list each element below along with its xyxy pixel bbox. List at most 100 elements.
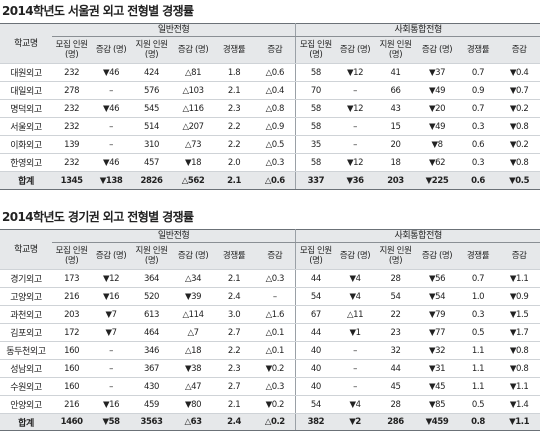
table-cell: △7 bbox=[172, 323, 214, 342]
table-cell: 160 bbox=[51, 359, 92, 378]
table-cell: 35 bbox=[295, 135, 336, 154]
table-cell: 28 bbox=[374, 395, 417, 414]
table-cell: 232 bbox=[51, 153, 92, 172]
school-name-cell: 고양외고 bbox=[0, 287, 52, 306]
table-cell: 216 bbox=[51, 287, 92, 306]
table-cell: ▼1.1 bbox=[498, 377, 540, 396]
table-cell: 2.1 bbox=[213, 171, 255, 190]
table-cell: 1.1 bbox=[457, 377, 499, 396]
table-cell: – bbox=[335, 359, 375, 378]
column-header: 경쟁률 bbox=[457, 36, 499, 64]
table-cell: ▼16 bbox=[91, 287, 131, 306]
school-name-cell: 안양외고 bbox=[0, 395, 52, 414]
table-cell: △116 bbox=[172, 99, 214, 118]
table-cell: 58 bbox=[295, 153, 336, 172]
column-header: 모집 인원(명) bbox=[295, 36, 336, 64]
table-cell: 1.8 bbox=[213, 63, 255, 82]
school-name-cell: 대일외고 bbox=[0, 81, 52, 100]
table-cell: ▼0.9 bbox=[498, 287, 540, 306]
table-row: 경기외고 173 ▼12 364 △34 2.1 △0.3 44 ▼4 28 ▼56 0.7 ▼1.1 bbox=[0, 269, 540, 288]
table-cell: 2.4 bbox=[213, 413, 255, 431]
column-header: 모집 인원(명) bbox=[51, 242, 92, 270]
table-cell: 67 bbox=[295, 305, 336, 324]
table-cell: ▼85 bbox=[416, 395, 458, 414]
table-cell: 139 bbox=[51, 135, 92, 154]
header-social-group: 사회통합전형 bbox=[295, 229, 540, 243]
table-cell: 576 bbox=[130, 81, 173, 100]
table-cell: △11 bbox=[335, 305, 375, 324]
school-name-cell: 성남외고 bbox=[0, 359, 52, 378]
table-cell: 173 bbox=[51, 269, 92, 288]
column-header: 증감 bbox=[254, 36, 296, 64]
table-cell: ▼4 bbox=[335, 287, 375, 306]
table-row: 대일외고 278–576 △103 2.1 △0.4 70–66 ▼49 0.9 ▼0.7 bbox=[0, 81, 540, 100]
table-cell: ▼4 bbox=[335, 269, 375, 288]
table-cell: 514 bbox=[130, 117, 173, 136]
column-header: 경쟁률 bbox=[213, 36, 255, 64]
table-cell: 1.1 bbox=[457, 341, 499, 360]
table-cell: – bbox=[91, 341, 131, 360]
table-cell: 1460 bbox=[51, 413, 92, 431]
table-cell: ▼1.4 bbox=[498, 395, 540, 414]
table-cell: ▼16 bbox=[91, 395, 131, 414]
table-cell: 2.7 bbox=[213, 377, 255, 396]
total-row: 합계 1460 ▼58 3563 △63 2.4 △0.2 382 ▼2 286 ▼459 0.8 ▼1… bbox=[0, 413, 540, 431]
table-row: 동두천외고 160–346 △18 2.2 △0.1 40–32 ▼32 1.1 ▼0.8 bbox=[0, 341, 540, 360]
school-name-cell: 명덕외고 bbox=[0, 99, 52, 118]
table-cell: 2.3 bbox=[213, 359, 255, 378]
school-name-cell: 과천외고 bbox=[0, 305, 52, 324]
table-cell: ▼12 bbox=[91, 269, 131, 288]
table-cell: 0.7 bbox=[457, 63, 499, 82]
table-cell: 286 bbox=[374, 413, 417, 431]
table-cell: ▼0.8 bbox=[498, 341, 540, 360]
table-cell: 457 bbox=[130, 153, 173, 172]
table-cell: 278 bbox=[51, 81, 92, 100]
table-row: 서울외고 232–514 △207 2.2 △0.9 58–15 ▼49 0.3 ▼0.8 bbox=[0, 117, 540, 136]
table-cell: – bbox=[91, 117, 131, 136]
header-general-group: 일반전형 bbox=[51, 229, 296, 243]
table-cell: ▼0.7 bbox=[498, 81, 540, 100]
table-row: 안양외고 216 ▼16 459 ▼80 2.1 ▼0.2 54 ▼4 28 ▼85 0.5 ▼1.4 bbox=[0, 395, 540, 414]
table-cell: 2.2 bbox=[213, 341, 255, 360]
table-cell: 54 bbox=[295, 287, 336, 306]
column-header: 증감 (명) bbox=[91, 242, 131, 270]
column-header: 경쟁률 bbox=[213, 242, 255, 270]
table-cell: ▼32 bbox=[416, 341, 458, 360]
table-row: 대원외고 232 ▼46 424 △81 1.8 △0.6 58 ▼12 41 ▼37 0.7 ▼0.4 bbox=[0, 63, 540, 82]
table-cell: 18 bbox=[374, 153, 417, 172]
table-row: 명덕외고 232 ▼46 545 △116 2.3 △0.8 58 ▼12 43 ▼20 0.7 ▼0.… bbox=[0, 99, 540, 118]
school-name-cell: 동두천외고 bbox=[0, 341, 52, 360]
seoul-competition-table: 학교명 일반전형 사회통합전형 모집 인원(명) 증감 (명) 지원 인원(명) 증감… bbox=[0, 23, 540, 190]
table-cell: 520 bbox=[130, 287, 173, 306]
table-cell: 45 bbox=[374, 377, 417, 396]
table-cell: ▼0.2 bbox=[254, 395, 296, 414]
table-cell: 464 bbox=[130, 323, 173, 342]
table-cell: △0.3 bbox=[254, 377, 296, 396]
table-cell: 32 bbox=[374, 341, 417, 360]
table-cell: 0.8 bbox=[457, 413, 499, 431]
table-cell: 203 bbox=[51, 305, 92, 324]
table-cell: ▼2 bbox=[335, 413, 375, 431]
table-cell: ▼1.5 bbox=[498, 305, 540, 324]
table-cell: ▼37 bbox=[416, 63, 458, 82]
table-cell: 0.6 bbox=[457, 135, 499, 154]
table-cell: ▼0.2 bbox=[254, 359, 296, 378]
table-cell: ▼12 bbox=[335, 153, 375, 172]
table-cell: 2.2 bbox=[213, 117, 255, 136]
gyeonggi-competition-table: 학교명 일반전형 사회통합전형 모집 인원(명) 증감 (명) 지원 인원(명) 증감… bbox=[0, 229, 540, 431]
table-cell: ▼0.8 bbox=[498, 117, 540, 136]
school-name-cell: 서울외고 bbox=[0, 117, 52, 136]
table-cell: 2.4 bbox=[213, 287, 255, 306]
table-cell: 44 bbox=[295, 269, 336, 288]
table-cell: 232 bbox=[51, 99, 92, 118]
column-header: 지원 인원(명) bbox=[130, 242, 173, 270]
table-cell: ▼7 bbox=[91, 323, 131, 342]
table-cell: 2.3 bbox=[213, 99, 255, 118]
table-cell: 40 bbox=[295, 377, 336, 396]
table-cell: 0.9 bbox=[457, 81, 499, 100]
table-cell: – bbox=[335, 377, 375, 396]
table-cell: 22 bbox=[374, 305, 417, 324]
table-cell: – bbox=[91, 81, 131, 100]
column-header: 증감 (명) bbox=[91, 36, 131, 64]
table-cell: 232 bbox=[51, 117, 92, 136]
